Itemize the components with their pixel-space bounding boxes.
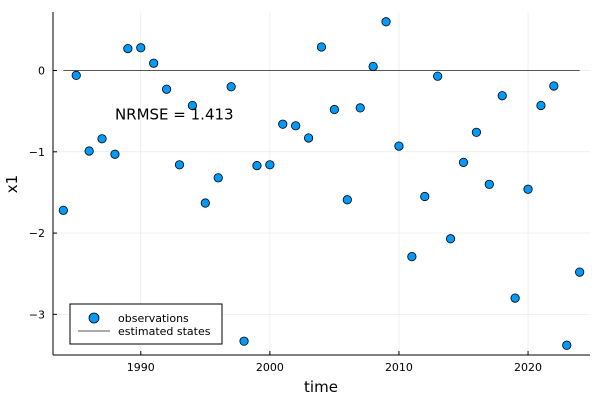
plot-background	[53, 12, 590, 355]
observation-point	[226, 82, 236, 92]
observation-point	[136, 43, 146, 53]
observation-point	[71, 70, 81, 80]
observation-point	[536, 100, 546, 111]
observation-point	[161, 84, 172, 94]
axes	[52, 12, 590, 356]
observation-point	[84, 146, 94, 156]
observation-point	[549, 81, 559, 91]
observation-point	[187, 100, 198, 111]
observation-point	[252, 161, 262, 171]
legend: observations estimated states	[69, 303, 223, 345]
observation-point	[174, 160, 185, 170]
y-axis-title: x1	[3, 175, 21, 193]
y-tick-label: −3	[29, 308, 45, 321]
observation-point	[394, 141, 404, 151]
observation-point	[523, 184, 533, 194]
observation-point	[342, 195, 352, 205]
observations-series	[58, 17, 585, 350]
observation-point	[562, 340, 572, 350]
x-axis-title: time	[304, 378, 338, 396]
x-tick-label: 2020	[514, 361, 542, 374]
observation-point	[239, 336, 249, 346]
legend-label-estimated-states: estimated states	[118, 325, 211, 338]
observation-point	[575, 267, 585, 277]
observation-point	[149, 58, 159, 68]
observation-point	[381, 17, 391, 27]
observation-point	[407, 252, 417, 262]
y-tick-label: −2	[29, 227, 45, 240]
observation-point	[420, 191, 430, 202]
observation-point	[58, 205, 68, 215]
observation-point	[471, 127, 482, 137]
observation-point	[329, 104, 340, 115]
observation-point	[458, 157, 469, 167]
observation-point	[368, 61, 378, 72]
x-tick-label: 2010	[385, 361, 413, 374]
observation-point	[445, 234, 456, 244]
nrmse-annotation: NRMSE = 1.413	[115, 105, 234, 123]
legend-marker-observations	[88, 312, 100, 324]
y-tick-label: −1	[29, 146, 45, 159]
observation-point	[433, 71, 443, 81]
observation-point	[123, 43, 133, 54]
observation-point	[110, 149, 120, 159]
observation-point	[97, 134, 107, 144]
observation-point	[355, 103, 365, 113]
observation-point	[316, 42, 327, 52]
y-tick-label: 0	[38, 65, 45, 78]
legend-label-observations: observations	[118, 312, 189, 325]
legend-box	[69, 303, 223, 345]
observation-point	[265, 160, 275, 170]
observation-point	[278, 119, 288, 129]
x-tick-label: 2000	[256, 361, 284, 374]
observation-point	[484, 179, 494, 189]
observation-point	[510, 293, 520, 303]
observation-point	[303, 133, 314, 143]
observation-point	[291, 121, 301, 131]
observation-point	[213, 173, 223, 183]
observation-point	[497, 91, 507, 101]
ticks: 1990 2000 2010 2020 0 −1 −2 −3	[29, 65, 542, 374]
x-tick-label: 1990	[127, 361, 155, 374]
observation-point	[200, 198, 210, 208]
